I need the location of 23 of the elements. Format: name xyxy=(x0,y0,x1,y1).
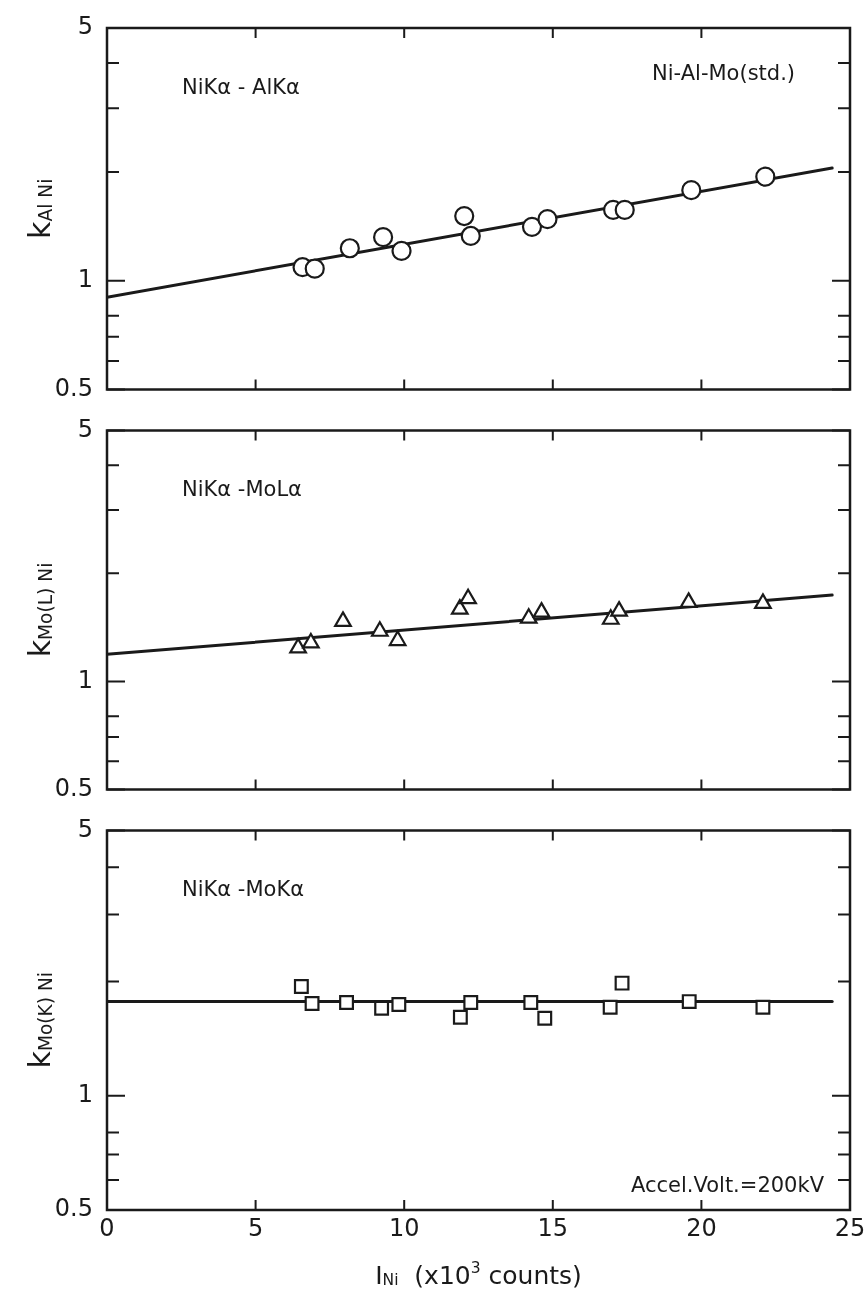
y-tick-label: 0.5 xyxy=(54,1194,93,1223)
x-tick-label: 10 xyxy=(388,1214,420,1243)
y-axis-title: kMo(K) Ni xyxy=(22,971,57,1069)
annotation: Accel.Volt.=200kV xyxy=(630,1173,825,1197)
y-tick-label: 1 xyxy=(77,665,93,694)
x-tick-label: 25 xyxy=(834,1214,866,1243)
y-axis-title: kAl Ni xyxy=(22,178,57,239)
annotation: NiKα - AlKα xyxy=(182,75,300,99)
y-tick-label: 5 xyxy=(77,12,93,41)
x-tick-label: 20 xyxy=(686,1214,717,1243)
y-tick-label: 0.5 xyxy=(54,373,93,402)
annotation: Ni-Al-Mo(std.) xyxy=(652,61,796,85)
y-tick-label: 5 xyxy=(77,414,93,443)
x-tick-label: 0 xyxy=(99,1214,115,1243)
x-tick-label: 15 xyxy=(537,1214,569,1243)
y-tick-label: 5 xyxy=(77,814,93,843)
y-tick-label: 1 xyxy=(77,264,93,293)
y-axis-title: kMo(L) Ni xyxy=(22,562,57,658)
y-tick-label: 0.5 xyxy=(54,773,93,802)
y-tick-label: 1 xyxy=(77,1079,93,1108)
annotation: NiKα -MoLα xyxy=(182,477,302,502)
x-tick-label: 5 xyxy=(247,1214,264,1243)
annotation: NiKα -MoKα xyxy=(182,877,304,902)
